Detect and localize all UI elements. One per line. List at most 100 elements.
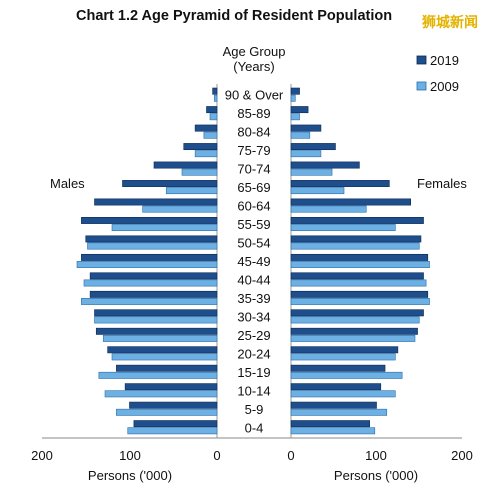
x-axis-label-right: Persons ('000): [334, 468, 418, 483]
bar-female-2019-85-89: [290, 106, 309, 114]
age-group-label-85-89: 85-89: [237, 106, 270, 121]
bar-female-2009-80-84: [290, 131, 311, 139]
age-group-label-65-69: 65-69: [237, 180, 270, 195]
tick-right-100: 100: [365, 448, 387, 463]
bar-male-2009-0-4: [127, 427, 218, 435]
bar-male-2019-35-39: [89, 290, 218, 298]
bar-female-2019-30-34: [290, 309, 424, 317]
tick-left-100: 100: [119, 448, 141, 463]
bar-female-2009-5-9: [290, 408, 388, 416]
bar-female-2009-0-4: [290, 427, 376, 435]
bar-male-2019-70-74: [153, 161, 218, 169]
tick-right-200: 200: [451, 448, 473, 463]
age-group-label-80-84: 80-84: [237, 125, 270, 140]
age-group-label-25-29: 25-29: [237, 328, 270, 343]
bars-group: [76, 87, 430, 435]
bar-male-2019-20-24: [107, 346, 218, 354]
bar-female-2019-25-29: [290, 327, 418, 335]
age-group-label-50-54: 50-54: [237, 236, 270, 251]
bar-female-2009-75-79: [290, 150, 322, 158]
bar-male-2009-45-49: [76, 261, 218, 268]
bar-female-2009-60-64: [290, 205, 367, 213]
bar-male-2009-25-29: [102, 334, 218, 342]
age-group-label-15-19: 15-19: [237, 365, 270, 380]
bar-female-2019-40-44: [290, 272, 424, 280]
bar-female-2009-70-74: [290, 168, 333, 176]
bar-male-2009-10-14: [104, 390, 218, 398]
x-axis-label-left: Persons ('000): [88, 468, 172, 483]
bar-female-2009-15-19: [290, 371, 403, 379]
age-group-label-90-over: 90 & Over: [225, 88, 284, 103]
age-group-header-line2: (Years): [233, 59, 274, 74]
bar-male-2009-80-84: [203, 131, 218, 139]
age-group-label-55-59: 55-59: [237, 217, 270, 232]
bar-female-2009-40-44: [290, 279, 427, 287]
bar-male-2019-80-84: [194, 124, 218, 132]
legend-swatch-2009: [416, 81, 427, 91]
bar-female-2019-90-over: [290, 87, 300, 95]
bar-female-2019-60-64: [290, 198, 411, 206]
bar-male-2019-50-54: [85, 235, 218, 243]
bar-female-2009-90-over: [290, 94, 296, 102]
bar-female-2009-30-34: [290, 316, 420, 324]
bar-male-2009-50-54: [87, 242, 218, 250]
age-group-label-10-14: 10-14: [237, 383, 270, 398]
bar-female-2019-0-4: [290, 420, 370, 428]
bar-male-2009-5-9: [116, 408, 218, 416]
chart-title: Chart 1.2 Age Pyramid of Resident Popula…: [76, 8, 393, 24]
bar-male-2019-75-79: [183, 143, 218, 151]
age-group-label-35-39: 35-39: [237, 291, 270, 306]
bar-female-2019-45-49: [290, 253, 429, 261]
age-group-label-20-24: 20-24: [237, 346, 270, 361]
bar-female-2009-55-59: [290, 224, 396, 232]
bar-female-2009-50-54: [290, 242, 420, 250]
bar-male-2019-45-49: [81, 253, 218, 261]
bar-male-2009-20-24: [111, 353, 218, 361]
bar-male-2019-10-14: [124, 383, 218, 391]
bar-male-2009-60-64: [142, 205, 218, 213]
bar-male-2019-85-89: [206, 106, 218, 114]
bar-female-2009-25-29: [290, 334, 416, 342]
watermark-logo: 狮城新闻: [422, 14, 478, 30]
bar-male-2009-40-44: [83, 279, 218, 287]
bar-female-2019-80-84: [290, 124, 322, 132]
bar-male-2009-90-over: [214, 94, 218, 102]
bar-female-2019-5-9: [290, 401, 377, 409]
tick-left-0: 0: [213, 448, 220, 463]
bar-male-2019-65-69: [122, 180, 218, 187]
bar-male-2009-35-39: [81, 298, 218, 305]
tick-left-200: 200: [31, 448, 53, 463]
bar-female-2009-45-49: [290, 261, 430, 268]
bar-female-2019-15-19: [290, 364, 386, 372]
bar-female-2009-85-89: [290, 113, 300, 121]
bar-male-2019-60-64: [94, 198, 218, 206]
bar-female-2019-10-14: [290, 383, 382, 391]
age-group-label-45-49: 45-49: [237, 254, 270, 269]
bar-female-2009-35-39: [290, 298, 430, 305]
bar-male-2009-70-74: [181, 168, 218, 176]
bar-male-2019-15-19: [116, 364, 218, 372]
age-group-label-5-9: 5-9: [245, 402, 264, 417]
bar-male-2009-65-69: [165, 187, 218, 195]
bar-male-2009-85-89: [209, 113, 218, 121]
age-group-label-70-74: 70-74: [237, 162, 270, 177]
bar-male-2019-55-59: [81, 217, 218, 224]
females-label: Females: [417, 176, 467, 191]
bar-female-2019-70-74: [290, 161, 360, 169]
age-group-label-0-4: 0-4: [245, 420, 264, 435]
males-label: Males: [50, 176, 85, 191]
legend-label-2009: 2009: [430, 79, 459, 94]
bar-female-2019-55-59: [290, 217, 424, 224]
age-group-label-75-79: 75-79: [237, 143, 270, 158]
bar-male-2019-0-4: [133, 420, 218, 428]
age-group-label-40-44: 40-44: [237, 272, 270, 287]
age-group-label-60-64: 60-64: [237, 199, 270, 214]
bar-female-2009-10-14: [290, 390, 396, 398]
bar-female-2009-65-69: [290, 187, 345, 195]
bar-male-2009-30-34: [94, 316, 218, 324]
bar-female-2019-20-24: [290, 346, 399, 354]
bar-female-2019-75-79: [290, 143, 336, 151]
bar-male-2019-5-9: [129, 401, 218, 409]
bar-male-2019-90-over: [212, 87, 218, 95]
